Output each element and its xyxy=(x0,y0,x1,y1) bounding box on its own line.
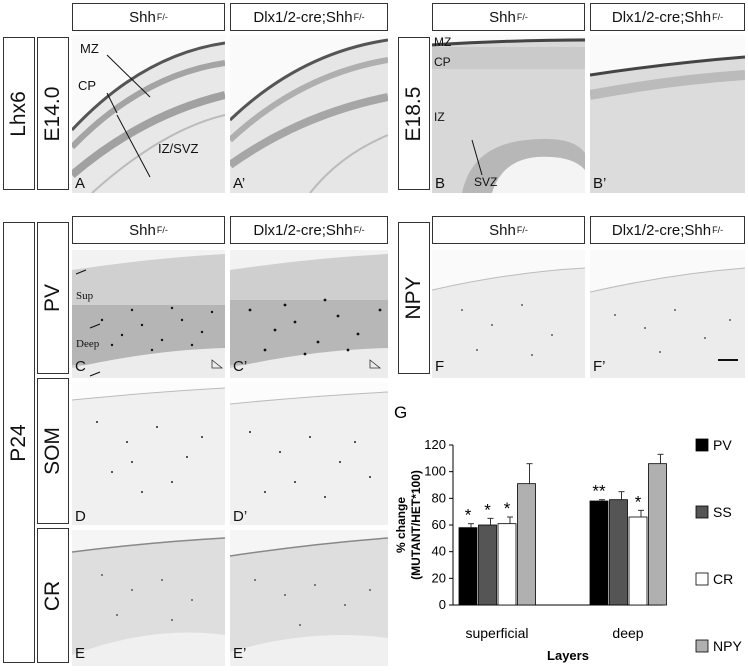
micrograph-panel-f xyxy=(432,250,585,378)
legend-label-pv: PV xyxy=(713,437,732,453)
y-tick-label: 60 xyxy=(432,517,446,532)
row-label-e18: E18.5 xyxy=(398,37,430,190)
row-label-lhx6: Lhx6 xyxy=(3,37,35,190)
bar-ss-deep xyxy=(609,499,628,606)
panel-label-g: G xyxy=(394,403,407,422)
row-label-pv: PV xyxy=(37,222,69,374)
panel-label-a-prime: A’ xyxy=(233,175,246,192)
header-control-c: Shh F/- xyxy=(72,216,225,244)
y-axis-title: % change xyxy=(394,497,408,553)
header-control-a: Shh F/- xyxy=(72,3,225,31)
row-label-npy: NPY xyxy=(398,222,430,374)
x-tick-label: superficial xyxy=(465,625,528,641)
legend-label-ss: SS xyxy=(713,504,732,520)
panel-label-e: E xyxy=(75,645,86,662)
x-tick-label: deep xyxy=(612,625,643,641)
annot-cp: CP xyxy=(78,78,97,93)
micrograph-panel-e-prime xyxy=(230,530,388,666)
micrograph-panel-c-prime xyxy=(230,250,388,378)
micrograph-panel-c xyxy=(72,250,225,378)
header-mutant-a: Dlx1/2-cre;Shh F/- xyxy=(230,3,388,31)
panel-label-b: B xyxy=(435,175,446,192)
bar-cr-deep xyxy=(628,516,648,606)
panel-label-f-prime: F’ xyxy=(593,358,606,375)
header-mutant-c: Dlx1/2-cre;Shh F/- xyxy=(230,216,388,244)
legend-swatch-npy xyxy=(695,639,709,653)
micrograph-panel-b xyxy=(432,35,585,193)
x-axis-title: Layers xyxy=(547,648,589,663)
row-label-e14: E14.0 xyxy=(37,37,69,190)
y-tick-label: 120 xyxy=(424,437,446,452)
row-label-p24: P24 xyxy=(3,222,35,663)
legend-swatch-pv xyxy=(695,438,709,452)
annot-iz-svz: IZ/SVZ xyxy=(158,141,199,156)
legend-swatch-ss xyxy=(695,505,709,519)
panel-label-a: A xyxy=(75,175,86,192)
micrograph-panel-a-prime xyxy=(230,35,388,193)
annot-iz-b: IZ xyxy=(434,110,445,124)
significance-marker: * xyxy=(635,492,642,511)
bar-npy-deep xyxy=(648,463,667,606)
legend-swatch-cr xyxy=(695,572,709,586)
significance-marker: * xyxy=(484,500,491,519)
bar-chart: G 0 20 40 60 80 100 120 % change (MUTANT/HET*100)… xyxy=(394,403,742,663)
panel-label-d-prime: D’ xyxy=(233,508,248,525)
annot-sup: Sup xyxy=(76,290,94,302)
micrograph-panel-f-prime xyxy=(590,250,745,378)
annot-deep: Deep xyxy=(76,338,100,350)
y-tick-label: 0 xyxy=(439,597,446,612)
panel-label-c-prime: C’ xyxy=(233,358,248,375)
panel-label-b-prime: B’ xyxy=(593,175,607,192)
y-axis-title: (MUTANT/HET*100) xyxy=(409,470,423,580)
significance-marker: ** xyxy=(592,482,606,501)
panel-label-c: C xyxy=(75,358,86,375)
header-control-f: Shh F/- xyxy=(432,216,585,244)
chart-panel-g: G 0 20 40 60 80 100 120 % change (MUTANT/HET*100)… xyxy=(393,395,748,666)
significance-marker: * xyxy=(465,506,472,525)
annot-cp-b: CP xyxy=(434,55,451,69)
y-tick-label: 100 xyxy=(424,464,446,479)
panel-label-e-prime: E’ xyxy=(233,645,247,662)
y-tick-label: 80 xyxy=(432,490,446,505)
micrograph-panel-d xyxy=(72,382,225,525)
header-mutant-b: Dlx1/2-cre;Shh F/- xyxy=(590,3,745,31)
bar-pv-deep xyxy=(589,500,609,606)
panel-label-d: D xyxy=(75,508,86,525)
y-tick-label: 20 xyxy=(432,570,446,585)
bar-cr-superficial xyxy=(497,523,517,606)
bar-ss-superficial xyxy=(478,524,497,606)
micrograph-panel-b-prime xyxy=(590,35,745,193)
header-mutant-f: Dlx1/2-cre;Shh F/- xyxy=(590,216,745,244)
y-tick-label: 40 xyxy=(432,544,446,559)
panel-label-f: F xyxy=(435,358,445,375)
micrograph-panel-d-prime xyxy=(230,382,388,525)
bar-npy-superficial xyxy=(517,483,536,606)
significance-marker: * xyxy=(504,499,511,518)
legend-label-cr: CR xyxy=(713,571,733,587)
micrograph-panel-e xyxy=(72,530,225,666)
bar-pv-superficial xyxy=(458,527,478,606)
annot-mz-b: MZ xyxy=(434,35,452,49)
annot-svz-b: SVZ xyxy=(474,175,498,189)
row-label-som: SOM xyxy=(37,378,69,524)
row-label-cr: CR xyxy=(37,528,69,663)
annot-mz: MZ xyxy=(80,41,99,56)
micrograph-panel-a xyxy=(72,35,225,193)
header-control-b: Shh F/- xyxy=(432,3,585,31)
legend-label-npy: NPY xyxy=(713,638,742,654)
